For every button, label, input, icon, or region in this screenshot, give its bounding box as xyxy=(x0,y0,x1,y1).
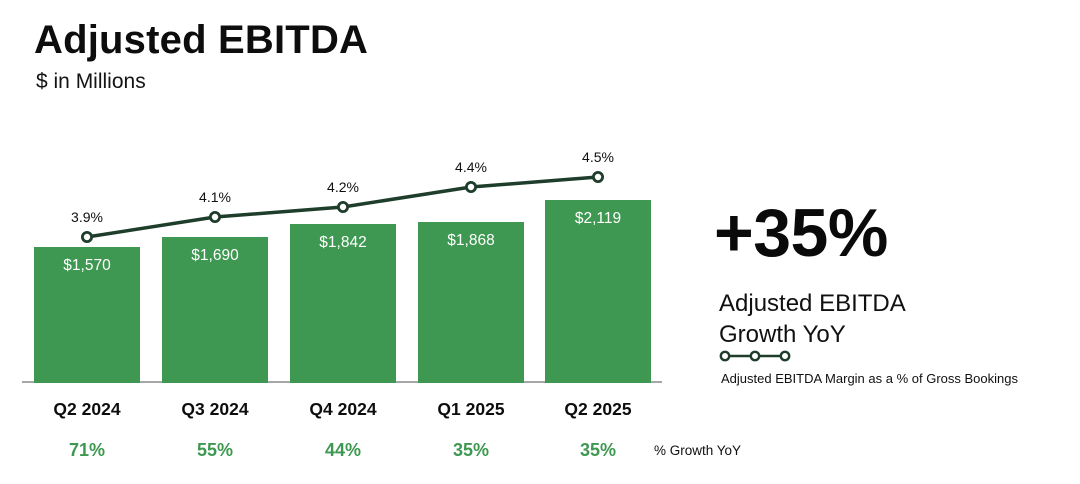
bar-value-label: $2,119 xyxy=(574,210,622,227)
growth-yoy-value: 55% xyxy=(196,440,234,460)
growth-highlight-label-line1: Adjusted EBITDA xyxy=(719,290,906,317)
bar-q1-2025 xyxy=(418,222,524,383)
margin-data-point xyxy=(592,170,605,183)
growth-yoy-value: 71% xyxy=(68,440,106,460)
margin-data-point xyxy=(208,210,221,223)
margin-point-label: 4.1% xyxy=(199,189,231,205)
margin-data-point xyxy=(464,180,477,193)
margin-point-label: 4.4% xyxy=(455,159,487,175)
x-tick-label: Q2 2024 xyxy=(53,399,121,419)
margin-line-legend-icon xyxy=(719,350,791,362)
growth-yoy-value: 35% xyxy=(452,440,490,460)
bar-q3-2024 xyxy=(162,237,268,383)
margin-legend-caption: Adjusted EBITDA Margin as a % of Gross B… xyxy=(721,371,1018,386)
growth-highlight-label-line2: Growth YoY xyxy=(719,321,846,348)
bar-value-label: $1,690 xyxy=(191,247,239,264)
margin-point-label: 3.9% xyxy=(71,209,103,225)
bar-value-label: $1,570 xyxy=(63,257,111,274)
bar-q4-2024 xyxy=(290,224,396,383)
page-subtitle: $ in Millions xyxy=(36,70,146,93)
bar-value-label: $1,868 xyxy=(447,232,495,249)
growth-highlight-label: Adjusted EBITDA Growth YoY xyxy=(719,288,906,350)
x-tick-label: Q3 2024 xyxy=(181,399,249,419)
x-tick-label: Q4 2024 xyxy=(309,399,377,419)
margin-data-point xyxy=(81,230,94,243)
growth-yoy-value: 44% xyxy=(324,440,362,460)
margin-data-point xyxy=(336,200,349,213)
growth-highlight-value: +35% xyxy=(714,195,888,271)
growth-yoy-caption: % Growth YoY xyxy=(654,443,742,458)
x-tick-label: Q2 2025 xyxy=(564,399,632,419)
x-tick-label: Q1 2025 xyxy=(437,399,505,419)
bar-q2-2024 xyxy=(34,247,140,383)
page-title: Adjusted EBITDA xyxy=(34,18,369,62)
growth-yoy-value: 35% xyxy=(579,440,617,460)
margin-point-label: 4.2% xyxy=(327,179,359,195)
margin-point-label: 4.5% xyxy=(582,149,614,165)
bar-value-label: $1,842 xyxy=(319,234,367,251)
